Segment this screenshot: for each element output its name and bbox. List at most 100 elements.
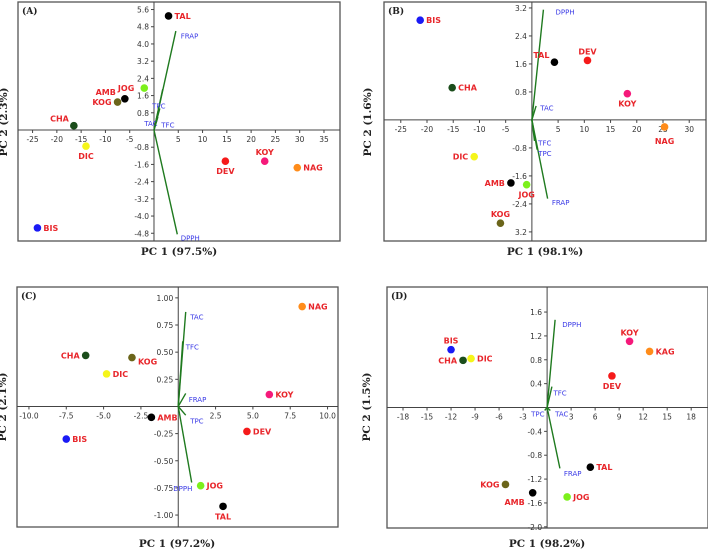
x-tick-label: 18	[686, 413, 696, 422]
x-tick-label: 10	[580, 125, 590, 134]
sample-point-tal	[219, 502, 227, 511]
sample-point-nag	[293, 163, 302, 172]
x-tick-label: -6	[495, 413, 503, 422]
sample-label: BIS	[43, 224, 58, 233]
x-tick-label: 5	[176, 135, 181, 144]
sample-point-kog	[496, 219, 505, 227]
x-tick-label: 15	[222, 135, 232, 144]
sample-label: AMB	[96, 88, 116, 97]
sample-label: DIC	[113, 370, 129, 379]
sample-point-amb	[507, 179, 515, 187]
plot-frame	[383, 1, 707, 242]
loading-vector-dpph	[546, 319, 556, 408]
x-tick-label: 30	[684, 125, 694, 134]
sample-label: CHA	[458, 84, 478, 93]
sample-point-bis	[447, 345, 455, 354]
x-tick-label: 5	[556, 125, 561, 134]
loading-label: TFC	[160, 122, 174, 130]
y-tick-label: 5.6	[137, 6, 149, 15]
y-axis-title: PC 2 (2.3%)	[0, 87, 10, 156]
y-tick-label: 0.8	[137, 109, 149, 118]
sample-point-dev	[243, 427, 251, 436]
sample-point-nag	[298, 302, 306, 311]
sample-label: DEV	[216, 167, 235, 176]
y-axis-title: PC 2 (2.1%)	[0, 372, 9, 441]
sample-label: KOG	[491, 210, 510, 219]
x-tick-label: 12	[638, 413, 648, 422]
y-tick-label: -1.00	[154, 511, 174, 520]
y-tick-label: -0.25	[154, 430, 174, 439]
y-tick-label: 4.8	[137, 23, 149, 32]
loading-label: TAC	[189, 313, 203, 321]
y-tick-label: 3.2	[515, 228, 527, 237]
x-tick-label: 10	[198, 135, 208, 144]
x-tick-label: -5	[502, 125, 510, 134]
sample-label: DIC	[78, 152, 94, 161]
sample-point-dev	[221, 157, 230, 165]
sample-point-bis	[62, 435, 71, 443]
sample-label: DEV	[603, 382, 622, 391]
sample-label: DIC	[477, 355, 493, 364]
sample-point-koy	[260, 157, 269, 165]
sample-label: JOG	[206, 482, 223, 491]
x-tick-label: 20	[632, 125, 642, 134]
loading-vector-frap	[546, 407, 561, 469]
x-tick-label: 10.0	[319, 411, 336, 420]
loading-vector-dpph	[531, 9, 545, 120]
loading-label: FRAP	[564, 470, 582, 478]
x-tick-label: 5.0	[247, 411, 259, 420]
y-tick-label: -2.4	[134, 178, 149, 187]
plot-frame	[17, 1, 341, 242]
x-tick-label: 35	[319, 135, 329, 144]
x-axis-title: PC 1 (98.1%)	[507, 246, 583, 258]
x-axis-title: PC 1 (97.2%)	[139, 538, 215, 550]
y-tick-label: 1.00	[157, 294, 174, 303]
x-tick-label: -15	[75, 135, 87, 144]
y-tick-label: 3.2	[137, 57, 149, 66]
loading-vector-tfc	[177, 341, 184, 407]
loading-label: TPC	[151, 102, 165, 110]
y-tick-label: -2.4	[512, 200, 527, 209]
sample-label: DIC	[453, 153, 469, 162]
y-tick-label: 0.50	[157, 348, 174, 357]
sample-point-jog	[563, 493, 571, 501]
sample-label: CHA	[50, 115, 70, 124]
sample-point-dic	[102, 370, 111, 378]
sample-point-cha	[448, 83, 456, 92]
sample-point-tal	[586, 463, 595, 471]
sample-label: TAL	[533, 51, 549, 60]
sample-point-amb	[528, 489, 537, 497]
x-tick-label: -5	[126, 135, 134, 144]
loading-label: TPC	[189, 418, 203, 426]
y-tick-label: -2.0	[527, 523, 542, 532]
sample-point-kog	[501, 480, 510, 489]
y-tick-label: 2.4	[515, 32, 527, 41]
loading-vector-tpc	[531, 119, 538, 150]
loading-vector-tpc	[177, 406, 187, 416]
sample-point-tal	[550, 58, 559, 66]
sample-point-dic	[470, 152, 479, 161]
biplot-panel-a: -25 -20 -15 -10 -5 5 10 15 20 25 30 35 5.6 4.8 4.0 3.2 2…	[0, 1, 341, 258]
sample-point-nag	[660, 123, 669, 131]
loading-label: FRAP	[189, 396, 207, 404]
plot-frame	[16, 286, 339, 528]
y-tick-label: 1.6	[530, 308, 542, 317]
loading-vector-dpph	[177, 406, 193, 483]
sample-point-amb	[121, 95, 129, 103]
sample-label: AMB	[157, 413, 177, 422]
sample-label: KAG	[656, 347, 675, 356]
sample-label: KOY	[620, 328, 638, 337]
x-tick-label: 3	[569, 413, 574, 422]
x-tick-label: 9	[617, 413, 622, 422]
sample-label: CHA	[438, 356, 458, 365]
sample-point-jog	[522, 180, 531, 189]
sample-label: KOY	[275, 391, 293, 400]
sample-label: DEV	[253, 427, 272, 436]
sample-label: BIS	[444, 337, 459, 346]
y-tick-label: 1.2	[530, 332, 542, 341]
sample-label: KOG	[480, 480, 499, 489]
y-tick-label: 0.8	[530, 356, 542, 365]
sample-point-cha	[81, 351, 90, 360]
sample-point-jog	[196, 481, 205, 490]
y-tick-label: -1.2	[527, 475, 542, 484]
